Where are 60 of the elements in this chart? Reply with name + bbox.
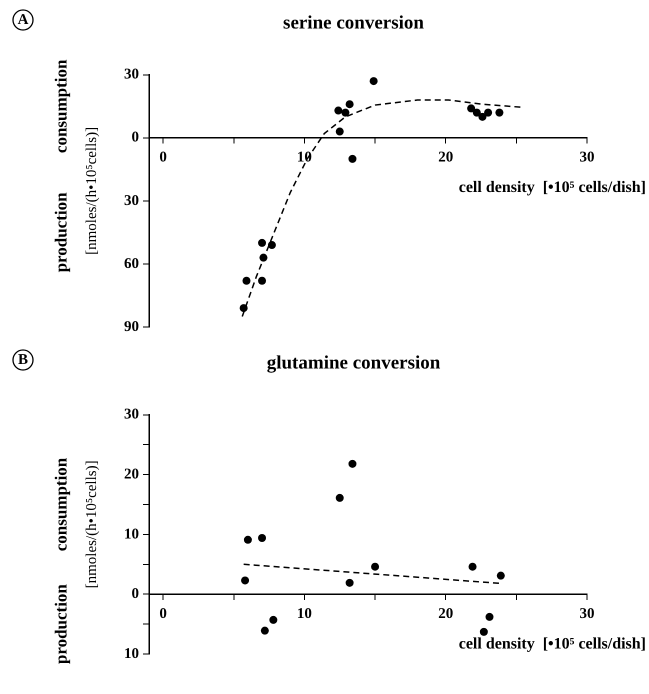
x-tick-label: 30 [580,606,594,622]
point [478,112,486,121]
y-tick-label: 30 [124,406,139,423]
y-axis-title: [nmoles/(h•10⁵cells)] [84,126,100,255]
x-axis-title: cell density [•10⁵ cells/dish] [458,178,646,196]
text: production [51,584,70,664]
point [268,241,276,250]
point [341,108,350,117]
point [258,276,266,285]
y-tick-label: 10 [124,526,139,542]
text: consumption [51,59,70,154]
point [241,576,250,584]
x-axis-title: cell density [•10⁵ cells/dish] [458,635,646,652]
point [240,304,248,312]
x-tick-label: 0 [159,150,167,166]
point [334,106,342,115]
point [468,562,477,571]
y-tick-label: 20 [124,466,139,482]
point [336,494,344,502]
point [348,460,356,468]
point [467,104,476,112]
y-tick-label: 10 [124,646,139,662]
y-tick-label: 60 [124,256,139,272]
point [484,108,492,117]
text: A [18,12,29,28]
y-tick-label: 0 [132,130,139,146]
point [346,100,354,108]
x-tick-label: 10 [296,150,312,166]
point [258,534,266,542]
y-tick-label: 90 [124,318,139,335]
y-tick-label: 30 [124,66,139,83]
point [269,616,278,624]
point [370,77,378,86]
point [244,536,252,544]
point [486,612,494,621]
y-tick-label: 0 [132,586,139,602]
text: consumption [51,457,70,552]
x-tick-label: 0 [159,606,167,622]
x-tick-label: 30 [580,150,594,166]
point [258,238,266,247]
point [348,154,356,163]
text: production [51,192,70,272]
point [260,626,269,635]
text: B [18,352,28,368]
point [242,276,250,285]
point [495,108,504,117]
point [336,128,344,136]
y-tick-label: 30 [124,192,139,209]
point [480,628,488,636]
x-tick-label: 20 [438,606,454,622]
point [472,108,481,117]
y-axis-title: [nmoles/(h•10⁵cells)] [84,460,100,588]
chart-title: glutamine conversion [266,352,441,374]
point [346,578,354,587]
x-tick-label: 10 [296,606,312,622]
chart-title: serine conversion [283,12,424,34]
point [496,572,505,580]
x-tick-label: 20 [438,150,454,166]
point [259,254,268,262]
point [371,562,380,571]
